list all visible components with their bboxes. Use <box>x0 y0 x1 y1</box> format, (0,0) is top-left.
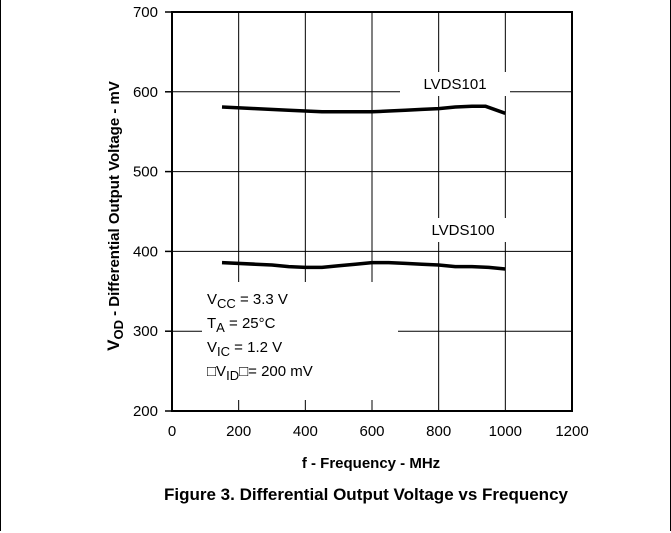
grid <box>165 11 572 412</box>
test-condition-1: TA = 25°C <box>207 315 276 335</box>
series-label-lvds101: LVDS101 <box>423 76 486 93</box>
y-tick-label-600: 600 <box>133 84 158 101</box>
y-axis-title-subscript: OD <box>111 320 126 340</box>
y-tick-label-400: 400 <box>133 243 158 260</box>
x-tick-label-1200: 1200 <box>555 423 588 440</box>
y-tick-label-700: 700 <box>133 4 158 21</box>
y-axis-title-symbol: V <box>104 339 123 351</box>
label-background <box>202 282 398 400</box>
y-axis-title: VOD - Differential Output Voltage - mV <box>104 81 126 351</box>
test-conditions: VCC = 3.3 V TA = 25°C VIC = 1.2 V □VID□= 20… <box>207 291 313 383</box>
series-lines <box>221 104 506 271</box>
x-axis-title: f - Frequency - MHz <box>302 455 440 472</box>
x-tick-label-600: 600 <box>359 423 384 440</box>
y-tick-label-300: 300 <box>133 323 158 340</box>
series-line-lvds101 <box>221 104 506 115</box>
tick-labels: 0 200 400 600 800 1000 1200 200 300 400 500 600 700 <box>133 4 589 440</box>
x-tick-label-800: 800 <box>426 423 451 440</box>
y-tick-label-500: 500 <box>133 164 158 181</box>
series-label-lvds100: LVDS100 <box>431 222 494 239</box>
plot-area-border <box>171 11 573 412</box>
figure-caption: Figure 3. Differential Output Voltage vs… <box>164 485 569 504</box>
y-tick-label-200: 200 <box>133 403 158 420</box>
label-background <box>400 72 510 96</box>
x-tick-label-0: 0 <box>168 423 176 440</box>
test-condition-3: □VID□= 200 mV <box>207 363 313 383</box>
test-condition-0: VCC = 3.3 V <box>207 291 288 311</box>
series-line-lvds100 <box>221 260 506 271</box>
x-tick-label-200: 200 <box>226 423 251 440</box>
x-tick-label-1000: 1000 <box>489 423 522 440</box>
label-background <box>412 218 510 242</box>
x-tick-label-400: 400 <box>293 423 318 440</box>
test-condition-2: VIC = 1.2 V <box>207 339 282 359</box>
y-axis-title-text: - Differential Output Voltage - mV <box>106 81 123 320</box>
